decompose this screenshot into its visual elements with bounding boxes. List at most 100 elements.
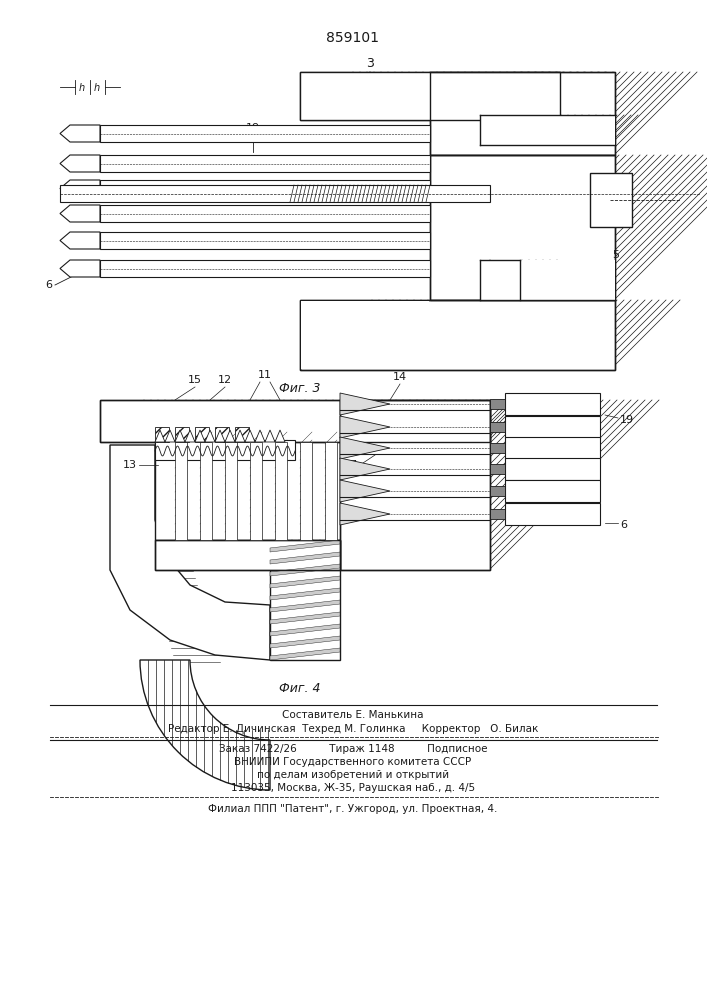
Polygon shape [270,648,340,660]
Polygon shape [155,430,165,442]
Bar [100,180,430,197]
Polygon shape [340,393,390,415]
Bar [490,443,505,453]
Polygon shape [195,430,205,442]
Bar [480,115,615,145]
Polygon shape [60,260,100,277]
Polygon shape [60,155,100,172]
Text: Филиал ППП "Патент", г. Ужгород, ул. Проектная, 4.: Филиал ППП "Патент", г. Ужгород, ул. Про… [209,804,498,814]
Text: 6: 6 [620,520,627,530]
Polygon shape [275,430,285,442]
Bar [300,72,560,120]
Text: 11: 11 [258,370,272,380]
Bar [155,442,285,540]
Polygon shape [270,624,340,636]
Bar [505,393,600,415]
Text: ВНИИПИ Государственного комитета СССР: ВНИИПИ Государственного комитета СССР [235,757,472,767]
Polygon shape [340,480,390,502]
Polygon shape [165,430,175,442]
Polygon shape [270,612,340,624]
Text: Редактор Е. Дичинская  Техред М. Голинка     Корректор   О. Билак: Редактор Е. Дичинская Техред М. Голинка … [168,724,538,734]
Bar [175,427,189,442]
Polygon shape [60,180,100,197]
Polygon shape [255,430,265,442]
Polygon shape [270,564,340,576]
Bar [155,427,169,442]
Bar [100,125,430,142]
Polygon shape [270,552,340,564]
Text: 3: 3 [366,57,374,70]
Text: h: h [79,83,85,93]
Text: по делам изобретений и открытий: по делам изобретений и открытий [257,770,449,780]
Bar [340,400,490,570]
Bar [490,464,505,474]
Bar [100,400,490,442]
Polygon shape [60,232,100,249]
Text: 859101: 859101 [327,31,380,45]
Text: 5: 5 [612,250,619,260]
Bar [480,260,615,300]
Bar [325,442,337,540]
Polygon shape [60,205,100,222]
Bar [300,72,560,120]
Text: 17: 17 [344,460,358,470]
Text: 6: 6 [45,280,52,290]
Bar [505,437,600,459]
Polygon shape [340,416,390,438]
Bar [505,503,600,525]
Bar [430,155,615,300]
Bar [590,173,632,227]
Bar [430,72,615,155]
Bar [235,427,249,442]
Bar [490,422,505,432]
Text: Фиг. 4: Фиг. 4 [279,682,321,695]
Bar [100,205,430,222]
Text: h: h [94,83,100,93]
Polygon shape [340,503,390,525]
Polygon shape [270,576,340,588]
Bar [60,185,490,202]
Bar [490,399,505,409]
Bar [300,300,615,370]
Bar [100,400,490,442]
Text: Фиг. 3: Фиг. 3 [279,382,321,395]
Polygon shape [270,588,340,600]
Polygon shape [225,430,235,442]
Polygon shape [185,430,195,442]
Text: 14: 14 [393,372,407,382]
Bar [175,442,187,540]
Text: 19: 19 [620,415,634,425]
Bar [505,480,600,502]
Bar [301,301,429,369]
Polygon shape [215,430,225,442]
Bar [155,440,295,460]
Wedge shape [140,660,270,790]
Text: Заказ 7422/26          Тираж 1148          Подписное: Заказ 7422/26 Тираж 1148 Подписное [218,744,487,754]
Bar [270,540,340,660]
Polygon shape [270,636,340,648]
Bar [300,442,312,540]
Text: Составитель Е. Манькина: Составитель Е. Манькина [282,710,423,720]
Bar [490,486,505,496]
Bar [250,442,262,540]
Bar [200,442,212,540]
Text: 13: 13 [123,460,137,470]
Bar [155,540,340,570]
Bar [430,155,615,300]
Bar [100,155,430,172]
Text: 19: 19 [246,123,260,133]
Polygon shape [270,540,340,552]
Bar [100,260,430,277]
Bar [430,72,615,155]
Text: 15: 15 [188,375,202,385]
Polygon shape [270,600,340,612]
Polygon shape [175,430,185,442]
Bar [490,509,505,519]
Bar [195,427,209,442]
Text: 12: 12 [218,375,232,385]
Polygon shape [245,430,255,442]
Bar [505,416,600,438]
Polygon shape [340,437,390,459]
Text: 4: 4 [498,274,505,284]
Bar [505,458,600,480]
